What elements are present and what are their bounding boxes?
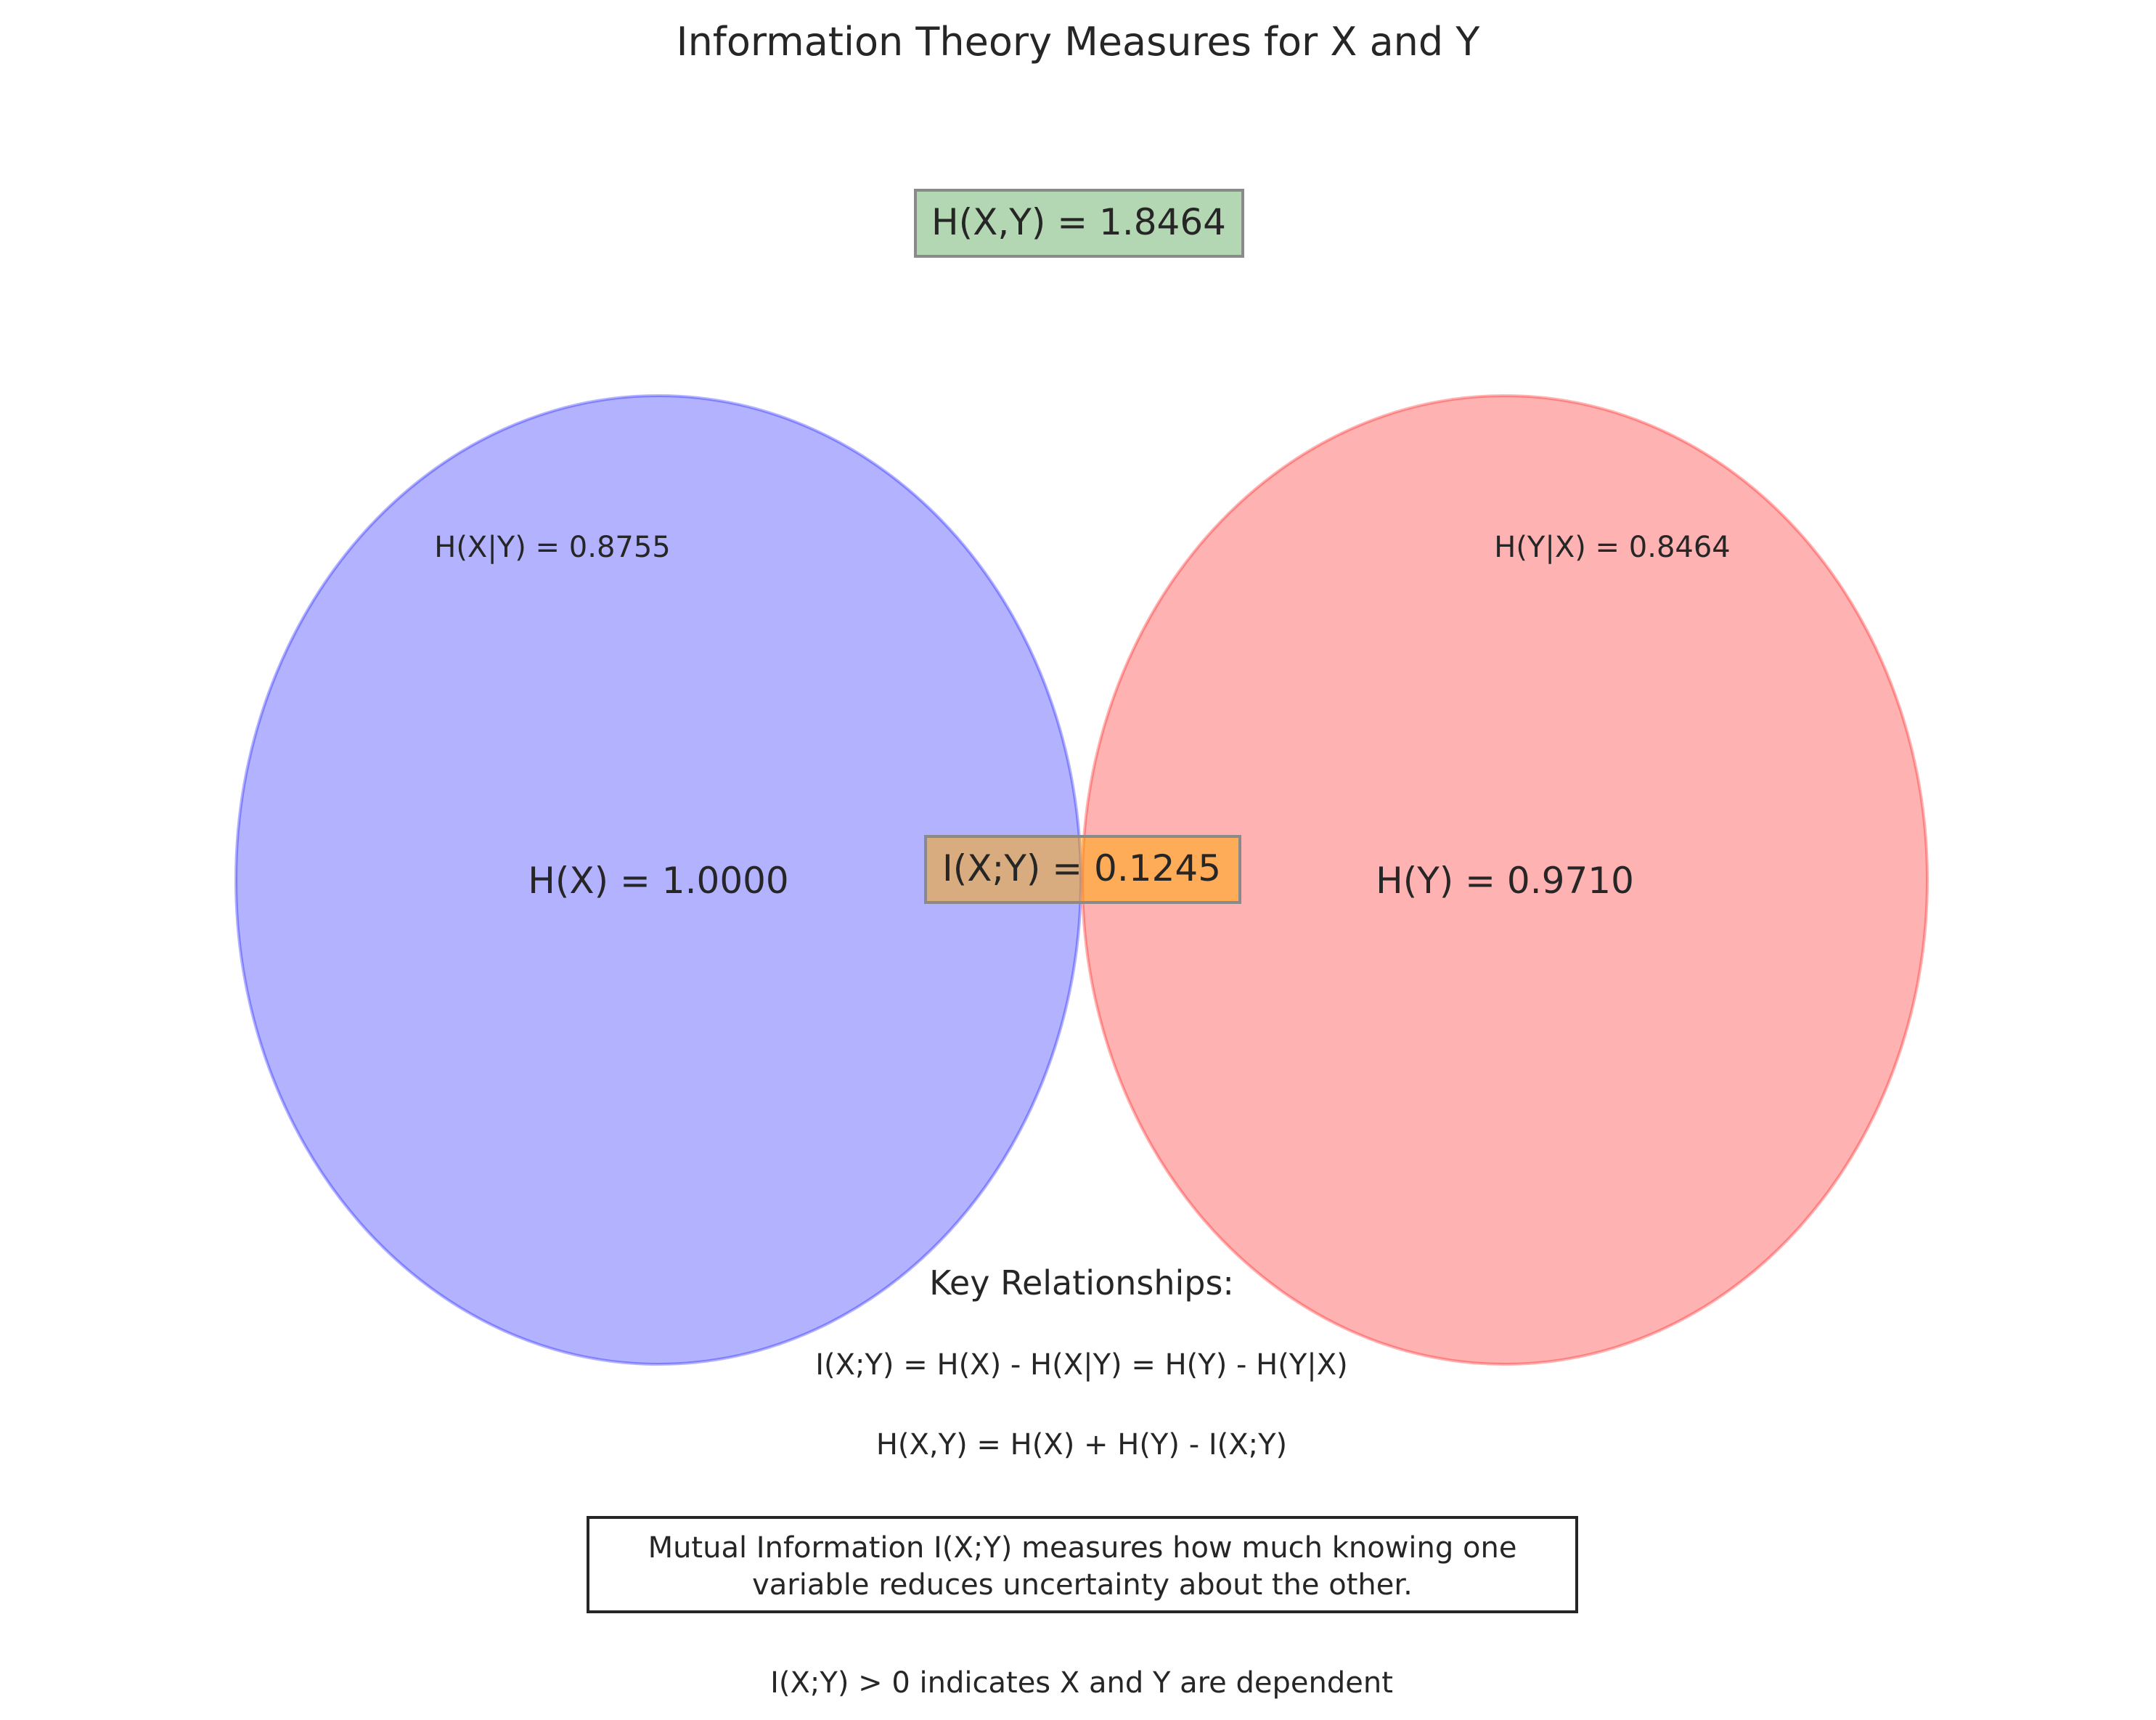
- explanation-note-box-bg: [587, 1516, 1578, 1613]
- joint-entropy-label: H(X,Y) = 1.8464: [931, 201, 1226, 243]
- entropy-x-label: H(X) = 1.0000: [528, 860, 789, 902]
- explanation-note-box: Mutual Information I(X;Y) measures how m…: [587, 1516, 1578, 1613]
- dependence-footer-text: I(X;Y) > 0 indicates X and Y are depende…: [770, 1666, 1393, 1700]
- diagram-title: Information Theory Measures for X and Y: [677, 19, 1481, 65]
- key-relationships-heading: Key Relationships:: [929, 1263, 1234, 1303]
- mutual-information-label: I(X;Y) = 0.1245: [942, 847, 1221, 889]
- mutual-information-box: I(X;Y) = 0.1245: [924, 835, 1241, 904]
- explanation-note-line-2: variable reduces uncertainty about the o…: [752, 1568, 1413, 1602]
- mutual-information-box-bg: [924, 835, 1241, 904]
- joint-entropy-box-bg: [914, 189, 1244, 258]
- conditional-entropy-y-given-x-label: H(Y|X) = 0.8464: [1494, 531, 1731, 564]
- explanation-note-line-1: Mutual Information I(X;Y) measures how m…: [648, 1531, 1517, 1565]
- formula-joint-entropy: H(X,Y) = H(X) + H(Y) - I(X;Y): [876, 1428, 1287, 1462]
- conditional-entropy-x-given-y-label: H(X|Y) = 0.8755: [434, 531, 671, 564]
- formula-mutual-information: I(X;Y) = H(X) - H(X|Y) = H(Y) - H(Y|X): [815, 1348, 1348, 1382]
- entropy-y-label: H(Y) = 0.9710: [1376, 860, 1634, 902]
- joint-entropy-box: H(X,Y) = 1.8464: [914, 189, 1244, 258]
